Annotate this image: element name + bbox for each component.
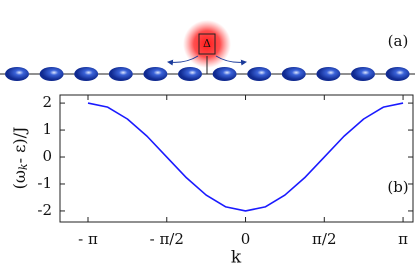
- panel-label: (b): [387, 178, 408, 196]
- atom-label: Δ: [203, 37, 211, 50]
- chain-site: [143, 67, 168, 81]
- x-tick-label: π/2: [312, 230, 336, 248]
- y-tick-label: 2: [42, 93, 52, 111]
- chain-site: [5, 67, 29, 81]
- chain-site: [39, 67, 64, 81]
- atom-glow: [183, 20, 231, 68]
- arrow-left: [167, 55, 199, 66]
- y-label-part: k: [17, 163, 30, 170]
- chain-site: [351, 67, 375, 81]
- panel-label: (a): [388, 32, 409, 50]
- y-tick-label: -1: [37, 174, 52, 192]
- x-tick-label: - π/2: [150, 230, 184, 248]
- dispersion-curve: [87, 102, 404, 212]
- chain-site: [281, 67, 306, 81]
- chain-diagram: Δ (a): [0, 20, 415, 81]
- x-axis-label: k: [231, 248, 242, 268]
- plot-frame: [59, 94, 414, 223]
- chain-site: [178, 67, 202, 81]
- x-tick-label: 0: [241, 230, 251, 248]
- x-tick-label: π: [398, 230, 408, 248]
- atom-box: [198, 33, 216, 55]
- arrow-right: [215, 55, 247, 66]
- chain-site: [74, 67, 99, 81]
- y-tick-label: 0: [42, 147, 52, 165]
- y-label-part: (ω: [10, 170, 29, 189]
- y-tick-label: 1: [42, 120, 52, 138]
- chain-site: [212, 67, 237, 81]
- chain-site: [385, 67, 410, 81]
- x-tick-label: - π: [78, 230, 98, 248]
- chain-site: [247, 67, 272, 81]
- chain-site: [108, 67, 133, 81]
- chain-site: [316, 67, 341, 81]
- y-label-part: - ε)/J: [10, 127, 29, 164]
- y-axis-label: (ωk- ε)/J: [10, 127, 31, 190]
- y-tick-label: -2: [37, 201, 52, 219]
